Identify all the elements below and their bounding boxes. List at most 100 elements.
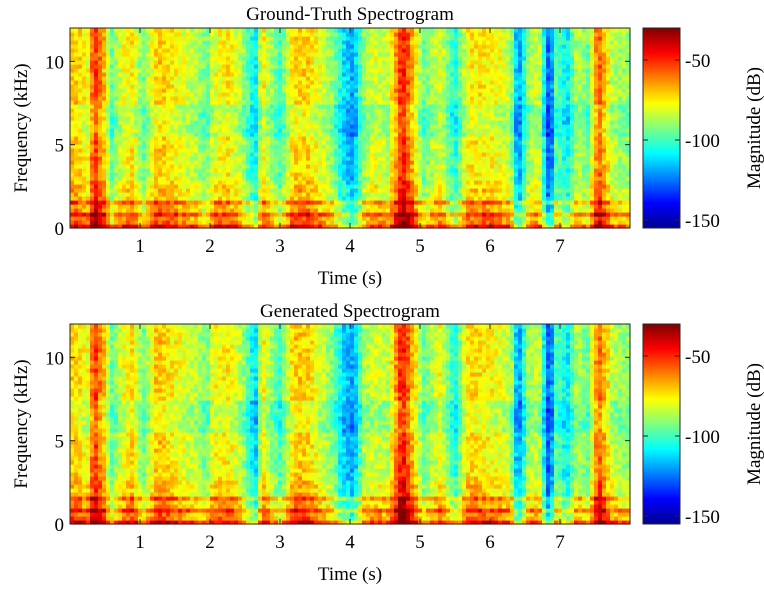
heatmap-cell	[78, 220, 83, 225]
heatmap-cell	[238, 60, 243, 65]
heatmap-cell	[410, 60, 415, 65]
heatmap-cell	[434, 60, 439, 65]
heatmap-cell	[334, 128, 339, 133]
heatmap-cell	[130, 128, 135, 133]
heatmap-cell	[186, 92, 191, 97]
heatmap-cell	[166, 100, 171, 105]
heatmap-cell	[418, 208, 423, 213]
heatmap-cell	[410, 184, 415, 189]
heatmap-cell	[262, 176, 267, 181]
heatmap-cell	[382, 28, 387, 33]
heatmap-cell	[230, 152, 235, 157]
heatmap-cell	[218, 80, 223, 85]
heatmap-cell	[434, 44, 439, 49]
heatmap-cell	[170, 188, 175, 193]
heatmap-cell	[266, 144, 271, 149]
heatmap-cell	[218, 212, 223, 217]
heatmap-cell	[114, 40, 119, 45]
heatmap-cell	[318, 108, 323, 113]
heatmap-cell	[302, 100, 307, 105]
heatmap-cell	[370, 192, 375, 197]
heatmap-cell	[446, 188, 451, 193]
heatmap-cell	[330, 68, 335, 73]
heatmap-cell	[358, 184, 363, 189]
heatmap-cell	[130, 72, 135, 77]
heatmap-cell	[210, 216, 215, 221]
heatmap-cell	[366, 188, 371, 193]
heatmap-cell	[90, 164, 95, 169]
heatmap-cell	[322, 40, 327, 45]
heatmap-cell	[402, 48, 407, 53]
heatmap-cell	[422, 144, 427, 149]
heatmap-cell	[418, 84, 423, 89]
heatmap-cell	[74, 144, 79, 149]
heatmap-cell	[114, 84, 119, 89]
heatmap-cell	[334, 96, 339, 101]
heatmap-cell	[190, 224, 195, 229]
heatmap-cell	[442, 112, 447, 117]
heatmap-cell	[202, 56, 207, 61]
heatmap-cell	[318, 76, 323, 81]
heatmap-cell	[402, 168, 407, 173]
heatmap-cell	[86, 204, 91, 209]
heatmap-cell	[302, 164, 307, 169]
heatmap-cell	[78, 136, 83, 141]
heatmap-cell	[334, 192, 339, 197]
heatmap-cell	[102, 28, 107, 33]
heatmap-cell	[202, 212, 207, 217]
heatmap-cell	[350, 72, 355, 77]
heatmap-cell	[414, 68, 419, 73]
heatmap-cell	[438, 172, 443, 177]
heatmap-cell	[378, 192, 383, 197]
heatmap-cell	[134, 128, 139, 133]
heatmap-cell	[310, 108, 315, 113]
heatmap-cell	[234, 84, 239, 89]
heatmap-cell	[362, 96, 367, 101]
heatmap-cell	[106, 64, 111, 69]
heatmap-cell	[210, 68, 215, 73]
heatmap-cell	[402, 92, 407, 97]
heatmap-cell	[146, 144, 151, 149]
heatmap-cell	[286, 148, 291, 153]
heatmap-cell	[162, 172, 167, 177]
heatmap-cell	[314, 164, 319, 169]
heatmap-cell	[282, 76, 287, 81]
heatmap-cell	[254, 56, 259, 61]
heatmap-cell	[446, 84, 451, 89]
heatmap-cell	[102, 120, 107, 125]
heatmap-cell	[378, 208, 383, 213]
heatmap-cell	[354, 112, 359, 117]
heatmap-cell	[394, 96, 399, 101]
heatmap-cell	[182, 120, 187, 125]
heatmap-cell	[330, 200, 335, 205]
heatmap-cell	[406, 88, 411, 93]
heatmap-cell	[166, 48, 171, 53]
heatmap-cell	[146, 112, 151, 117]
heatmap-cell	[398, 60, 403, 65]
heatmap-cell	[286, 136, 291, 141]
heatmap-cell	[270, 164, 275, 169]
heatmap-cell	[202, 180, 207, 185]
heatmap-cell	[78, 96, 83, 101]
heatmap-cell	[242, 64, 247, 69]
heatmap-cell	[162, 32, 167, 37]
heatmap-cell	[302, 196, 307, 201]
heatmap-cell	[110, 120, 115, 125]
heatmap-cell	[86, 104, 91, 109]
heatmap-cell	[170, 164, 175, 169]
heatmap-cell	[278, 124, 283, 129]
heatmap-cell	[90, 52, 95, 57]
heatmap-cell	[458, 168, 463, 173]
heatmap-cell	[290, 136, 295, 141]
heatmap-cell	[366, 116, 371, 121]
heatmap-cell	[94, 100, 99, 105]
heatmap-cell	[342, 80, 347, 85]
heatmap-cell	[430, 44, 435, 49]
heatmap-cell	[286, 192, 291, 197]
heatmap-cell	[410, 52, 415, 57]
heatmap-cell	[174, 108, 179, 113]
heatmap-cell	[86, 220, 91, 225]
heatmap-cell	[298, 28, 303, 33]
heatmap-cell	[366, 60, 371, 65]
heatmap-cell	[150, 48, 155, 53]
